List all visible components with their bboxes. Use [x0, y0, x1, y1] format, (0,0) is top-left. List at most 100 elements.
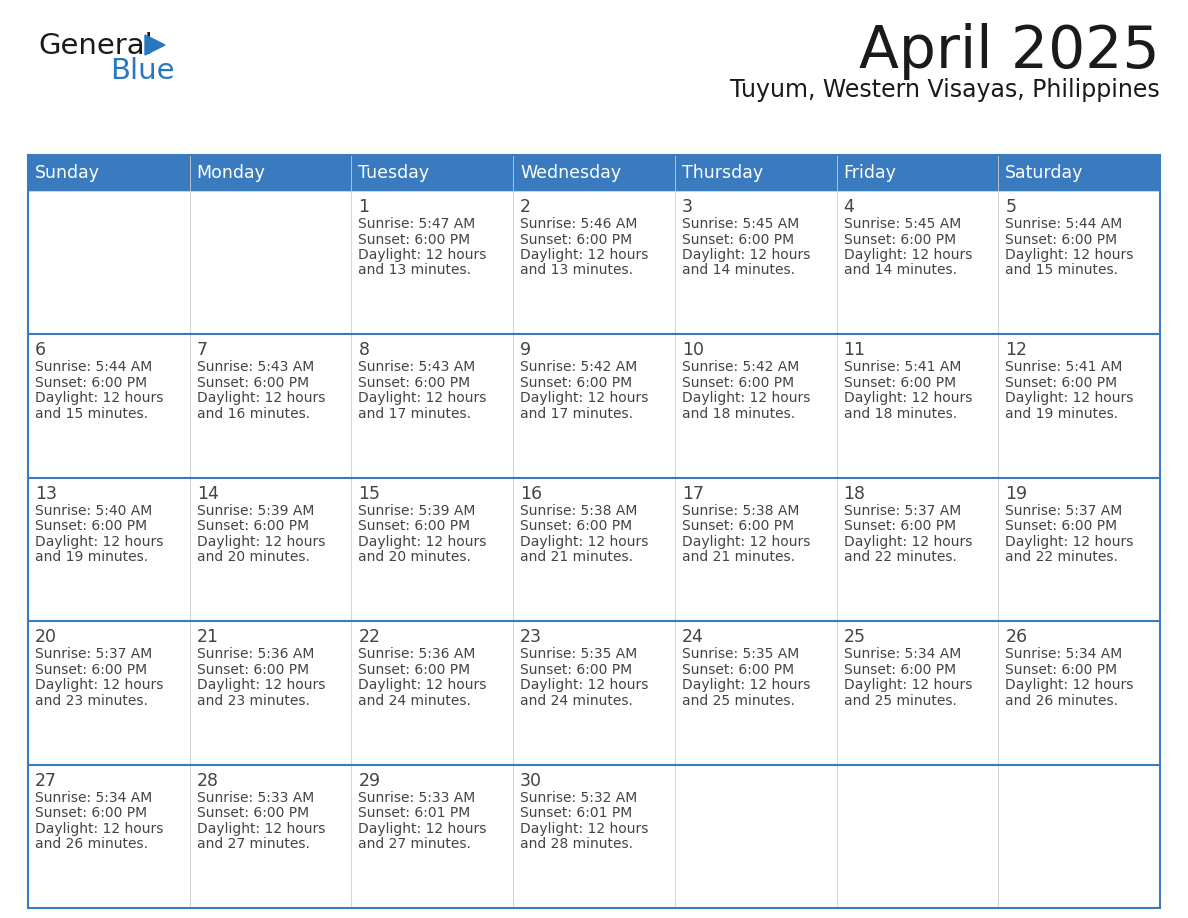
Text: 25: 25	[843, 628, 866, 646]
Text: Sunrise: 5:43 AM: Sunrise: 5:43 AM	[359, 361, 475, 375]
Text: Daylight: 12 hours: Daylight: 12 hours	[197, 391, 326, 406]
Text: Sunrise: 5:47 AM: Sunrise: 5:47 AM	[359, 217, 475, 231]
Text: 24: 24	[682, 628, 703, 646]
Text: and 25 minutes.: and 25 minutes.	[843, 694, 956, 708]
Text: 28: 28	[197, 772, 219, 789]
Bar	[675, 621, 836, 765]
Text: Sunrise: 5:37 AM: Sunrise: 5:37 AM	[1005, 504, 1123, 518]
Text: April 2025: April 2025	[859, 23, 1159, 80]
Bar	[190, 191, 352, 334]
Bar	[836, 155, 998, 191]
Text: and 19 minutes.: and 19 minutes.	[1005, 407, 1118, 420]
Text: 14: 14	[197, 485, 219, 503]
Bar	[29, 621, 190, 765]
Text: Sunrise: 5:33 AM: Sunrise: 5:33 AM	[197, 790, 314, 804]
Bar	[836, 621, 998, 765]
Bar	[29, 765, 190, 908]
Text: Sunrise: 5:45 AM: Sunrise: 5:45 AM	[682, 217, 800, 231]
Text: Sunset: 6:00 PM: Sunset: 6:00 PM	[34, 520, 147, 533]
Bar	[998, 334, 1159, 477]
Text: and 17 minutes.: and 17 minutes.	[520, 407, 633, 420]
Text: Daylight: 12 hours: Daylight: 12 hours	[1005, 678, 1133, 692]
Text: Daylight: 12 hours: Daylight: 12 hours	[197, 822, 326, 835]
Text: 29: 29	[359, 772, 380, 789]
Polygon shape	[145, 35, 165, 55]
Text: Daylight: 12 hours: Daylight: 12 hours	[520, 535, 649, 549]
Bar	[352, 621, 513, 765]
Text: and 13 minutes.: and 13 minutes.	[520, 263, 633, 277]
Text: Sunrise: 5:41 AM: Sunrise: 5:41 AM	[1005, 361, 1123, 375]
Text: and 19 minutes.: and 19 minutes.	[34, 550, 148, 565]
Text: Sunset: 6:00 PM: Sunset: 6:00 PM	[1005, 375, 1118, 390]
Text: 1: 1	[359, 198, 369, 216]
Text: Sunrise: 5:36 AM: Sunrise: 5:36 AM	[197, 647, 314, 661]
Bar	[836, 191, 998, 334]
Text: 8: 8	[359, 341, 369, 360]
Text: Thursday: Thursday	[682, 164, 763, 182]
Text: Sunrise: 5:40 AM: Sunrise: 5:40 AM	[34, 504, 152, 518]
Text: Sunrise: 5:34 AM: Sunrise: 5:34 AM	[843, 647, 961, 661]
Bar	[513, 191, 675, 334]
Text: Sunrise: 5:35 AM: Sunrise: 5:35 AM	[682, 647, 800, 661]
Text: Sunset: 6:00 PM: Sunset: 6:00 PM	[1005, 232, 1118, 247]
Text: 13: 13	[34, 485, 57, 503]
Text: Sunset: 6:00 PM: Sunset: 6:00 PM	[34, 663, 147, 677]
Bar	[29, 477, 190, 621]
Bar	[513, 765, 675, 908]
Text: Sunrise: 5:42 AM: Sunrise: 5:42 AM	[682, 361, 800, 375]
Text: Daylight: 12 hours: Daylight: 12 hours	[359, 535, 487, 549]
Text: Sunrise: 5:34 AM: Sunrise: 5:34 AM	[34, 790, 152, 804]
Text: and 23 minutes.: and 23 minutes.	[34, 694, 147, 708]
Text: and 18 minutes.: and 18 minutes.	[843, 407, 956, 420]
Text: Sunset: 6:00 PM: Sunset: 6:00 PM	[843, 375, 955, 390]
Text: and 24 minutes.: and 24 minutes.	[520, 694, 633, 708]
Text: Sunrise: 5:37 AM: Sunrise: 5:37 AM	[843, 504, 961, 518]
Text: Sunrise: 5:43 AM: Sunrise: 5:43 AM	[197, 361, 314, 375]
Bar	[998, 765, 1159, 908]
Text: Sunset: 6:00 PM: Sunset: 6:00 PM	[520, 663, 632, 677]
Text: Daylight: 12 hours: Daylight: 12 hours	[843, 535, 972, 549]
Bar	[998, 191, 1159, 334]
Text: 27: 27	[34, 772, 57, 789]
Text: 30: 30	[520, 772, 542, 789]
Text: Daylight: 12 hours: Daylight: 12 hours	[520, 248, 649, 262]
Text: 3: 3	[682, 198, 693, 216]
Bar	[675, 477, 836, 621]
Text: and 23 minutes.: and 23 minutes.	[197, 694, 310, 708]
Text: Sunrise: 5:32 AM: Sunrise: 5:32 AM	[520, 790, 638, 804]
Text: and 28 minutes.: and 28 minutes.	[520, 837, 633, 851]
Text: and 27 minutes.: and 27 minutes.	[197, 837, 310, 851]
Text: and 20 minutes.: and 20 minutes.	[197, 550, 310, 565]
Text: 26: 26	[1005, 628, 1028, 646]
Text: Daylight: 12 hours: Daylight: 12 hours	[359, 391, 487, 406]
Text: Sunset: 6:00 PM: Sunset: 6:00 PM	[359, 375, 470, 390]
Text: 10: 10	[682, 341, 703, 360]
Text: Daylight: 12 hours: Daylight: 12 hours	[359, 678, 487, 692]
Text: Sunrise: 5:35 AM: Sunrise: 5:35 AM	[520, 647, 638, 661]
Text: 9: 9	[520, 341, 531, 360]
Text: Saturday: Saturday	[1005, 164, 1083, 182]
Text: and 16 minutes.: and 16 minutes.	[197, 407, 310, 420]
Text: 15: 15	[359, 485, 380, 503]
Text: and 18 minutes.: and 18 minutes.	[682, 407, 795, 420]
Text: Daylight: 12 hours: Daylight: 12 hours	[34, 391, 164, 406]
Text: Daylight: 12 hours: Daylight: 12 hours	[34, 678, 164, 692]
Text: Sunrise: 5:42 AM: Sunrise: 5:42 AM	[520, 361, 638, 375]
Text: Sunrise: 5:38 AM: Sunrise: 5:38 AM	[520, 504, 638, 518]
Text: and 13 minutes.: and 13 minutes.	[359, 263, 472, 277]
Text: Sunrise: 5:33 AM: Sunrise: 5:33 AM	[359, 790, 475, 804]
Text: and 22 minutes.: and 22 minutes.	[1005, 550, 1118, 565]
Text: Daylight: 12 hours: Daylight: 12 hours	[843, 391, 972, 406]
Bar	[513, 334, 675, 477]
Text: Sunset: 6:00 PM: Sunset: 6:00 PM	[197, 806, 309, 820]
Text: Sunrise: 5:34 AM: Sunrise: 5:34 AM	[1005, 647, 1123, 661]
Text: 20: 20	[34, 628, 57, 646]
Text: Daylight: 12 hours: Daylight: 12 hours	[197, 678, 326, 692]
Text: and 26 minutes.: and 26 minutes.	[34, 837, 148, 851]
Text: 7: 7	[197, 341, 208, 360]
Text: and 14 minutes.: and 14 minutes.	[682, 263, 795, 277]
Text: Sunset: 6:00 PM: Sunset: 6:00 PM	[843, 232, 955, 247]
Text: Daylight: 12 hours: Daylight: 12 hours	[1005, 391, 1133, 406]
Text: and 26 minutes.: and 26 minutes.	[1005, 694, 1118, 708]
Bar	[29, 334, 190, 477]
